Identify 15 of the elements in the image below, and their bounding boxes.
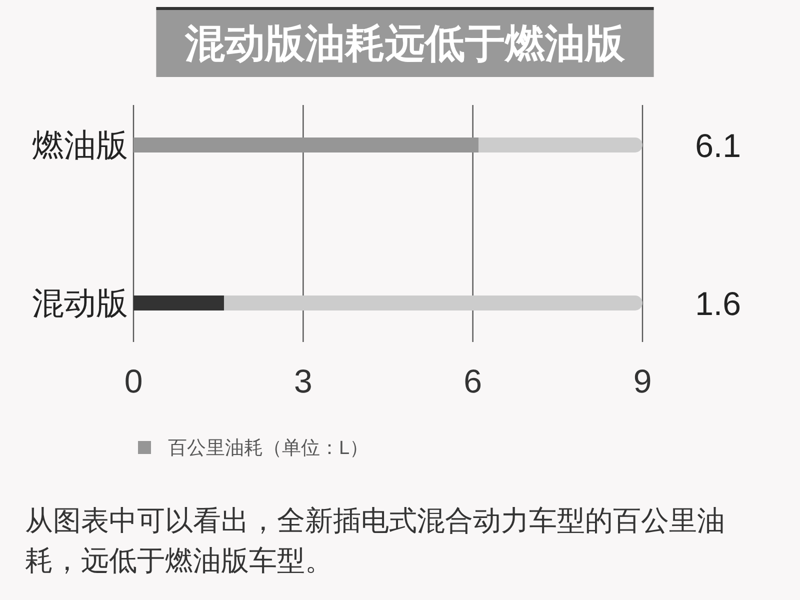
bar xyxy=(478,138,642,152)
text: 从图表中可以看出，全新插电式混合动力车型的百公里油耗，远低于燃油版车型。 xyxy=(25,504,725,576)
data-label: 6.1 xyxy=(695,126,741,164)
data-label: 1.6 xyxy=(695,284,741,322)
y-tick-label: 燃油版 xyxy=(32,127,128,163)
legend-label: 百公里油耗（单位：L） xyxy=(168,438,369,458)
chart-title: 混动版油耗远低于燃油版 xyxy=(184,22,626,66)
x-tick-label: 6 xyxy=(464,362,482,400)
x-tick-label: 3 xyxy=(294,362,312,400)
bar xyxy=(134,296,224,310)
bar xyxy=(224,296,642,310)
y-tick-label: 混动版 xyxy=(32,285,128,321)
x-tick-label: 9 xyxy=(633,362,652,400)
x-tick-label: 0 xyxy=(124,362,143,400)
bar xyxy=(134,138,478,152)
